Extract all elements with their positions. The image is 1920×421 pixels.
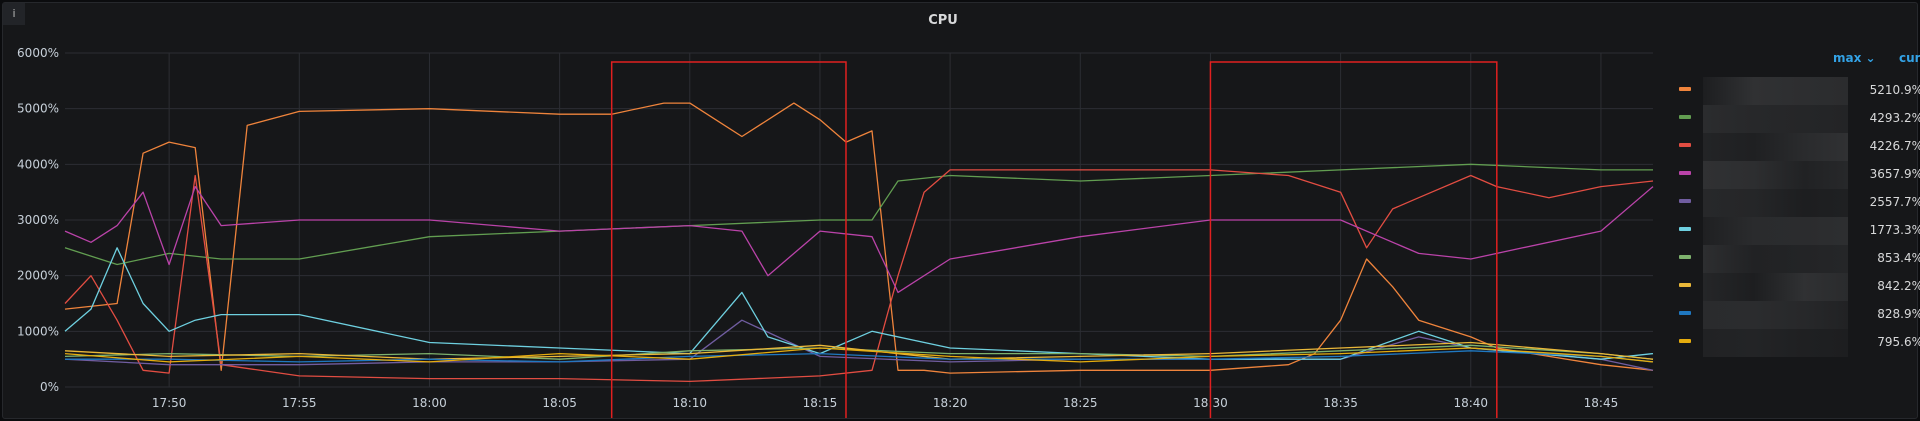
x-tick-label: 18:40: [1453, 396, 1488, 410]
x-tick-label: 18:05: [542, 396, 577, 410]
y-tick-label: 1000%: [17, 324, 59, 338]
cpu-line-chart[interactable]: 0%1000%2000%3000%4000%5000%6000% 17:50 17…: [3, 3, 1663, 418]
series-lines: [64, 102, 1654, 383]
legend-row[interactable]: 5210.9%26: [1663, 77, 1920, 105]
x-tick-label: 17:55: [282, 396, 317, 410]
legend-name-redacted: [1703, 105, 1848, 133]
legend-row[interactable]: 4293.2%364: [1663, 105, 1920, 133]
x-tick-label: 18:20: [933, 396, 968, 410]
y-tick-label: 4000%: [17, 157, 59, 171]
legend-max-value: 795.6%: [1877, 335, 1920, 349]
legend-max-value: 828.9%: [1877, 307, 1920, 321]
legend-current-header[interactable]: cur: [1899, 51, 1920, 65]
y-tick-label: 2000%: [17, 269, 59, 283]
legend-name-redacted: [1703, 245, 1848, 273]
legend-swatch: [1679, 311, 1691, 315]
legend-swatch: [1679, 143, 1691, 147]
legend-max-value: 3657.9%: [1869, 167, 1920, 181]
legend-max-header[interactable]: max ⌄: [1833, 51, 1876, 65]
legend-row[interactable]: 842.2%52: [1663, 273, 1920, 301]
info-icon[interactable]: i: [3, 3, 25, 25]
legend-name-redacted: [1703, 133, 1848, 161]
series-line-4[interactable]: [64, 185, 1654, 294]
y-tick-label: 6000%: [17, 46, 59, 60]
legend-max-value: 4293.2%: [1869, 111, 1920, 125]
panel-title[interactable]: CPU: [928, 13, 958, 28]
legend-row[interactable]: 4226.7%379: [1663, 133, 1920, 161]
x-tick-label: 18:25: [1063, 396, 1098, 410]
legend-name-redacted: [1703, 161, 1848, 189]
legend-row[interactable]: 795.6%45: [1663, 329, 1920, 357]
legend-max-value: 4226.7%: [1869, 139, 1920, 153]
legend-swatch: [1679, 255, 1691, 259]
legend-max-value: 1773.3%: [1869, 223, 1920, 237]
highlight-box-2: [1209, 61, 1498, 418]
series-line-5[interactable]: [64, 319, 1654, 371]
legend-swatch: [1679, 87, 1691, 91]
legend-max-value: 853.4%: [1877, 251, 1920, 265]
y-tick-label: 3000%: [17, 213, 59, 227]
series-line-9[interactable]: [65, 350, 1654, 363]
series-line-3[interactable]: [64, 169, 1654, 383]
legend-max-value: 2557.7%: [1869, 195, 1920, 209]
grid-lines: [65, 52, 1653, 388]
x-tick-label: 18:00: [412, 396, 447, 410]
y-tick-label: 5000%: [17, 102, 59, 116]
legend-name-redacted: [1703, 189, 1848, 217]
legend-swatch: [1679, 199, 1691, 203]
legend-swatch: [1679, 171, 1691, 175]
highlight-box-1: [610, 61, 847, 418]
legend-swatch: [1679, 283, 1691, 287]
legend-max-value: 842.2%: [1877, 279, 1920, 293]
x-tick-label: 18:15: [803, 396, 838, 410]
legend-name-redacted: [1703, 273, 1848, 301]
legend-max-value: 5210.9%: [1869, 83, 1920, 97]
series-line-6[interactable]: [64, 247, 1654, 360]
x-tick-label: 18:35: [1323, 396, 1358, 410]
legend-name-redacted: [1703, 217, 1848, 245]
legend-name-redacted: [1703, 77, 1848, 105]
legend-swatch: [1679, 115, 1691, 119]
series-line-10[interactable]: [64, 347, 1654, 363]
legend-name-redacted: [1703, 301, 1848, 329]
x-tick-label: 17:50: [152, 396, 187, 410]
series-line-2[interactable]: [64, 163, 1653, 266]
y-tick-label: 0%: [40, 380, 59, 394]
legend: max ⌄ cur 5210.9%264293.2%3644226.7%3793…: [1663, 43, 1920, 413]
legend-name-redacted: [1703, 329, 1848, 357]
x-axis-ticks: 17:50 17:55 18:00 18:05 18:10 18:15 18:20 18:25…: [152, 396, 1618, 410]
x-tick-label: 18:45: [1584, 396, 1619, 410]
x-tick-label: 18:10: [672, 396, 707, 410]
y-axis-ticks: 0% 1000% 2000% 3000% 4000% 5000% 6000%: [17, 46, 59, 394]
series-line-7[interactable]: [64, 344, 1654, 360]
legend-row[interactable]: 3657.9%363: [1663, 161, 1920, 189]
legend-row[interactable]: 828.9%50: [1663, 301, 1920, 329]
legend-row[interactable]: 1773.3%25: [1663, 217, 1920, 245]
legend-swatch: [1679, 339, 1691, 343]
highlight-boxes: [610, 61, 1498, 418]
legend-row[interactable]: 853.4%60: [1663, 245, 1920, 273]
legend-row[interactable]: 2557.7%27: [1663, 189, 1920, 217]
legend-swatch: [1679, 227, 1691, 231]
